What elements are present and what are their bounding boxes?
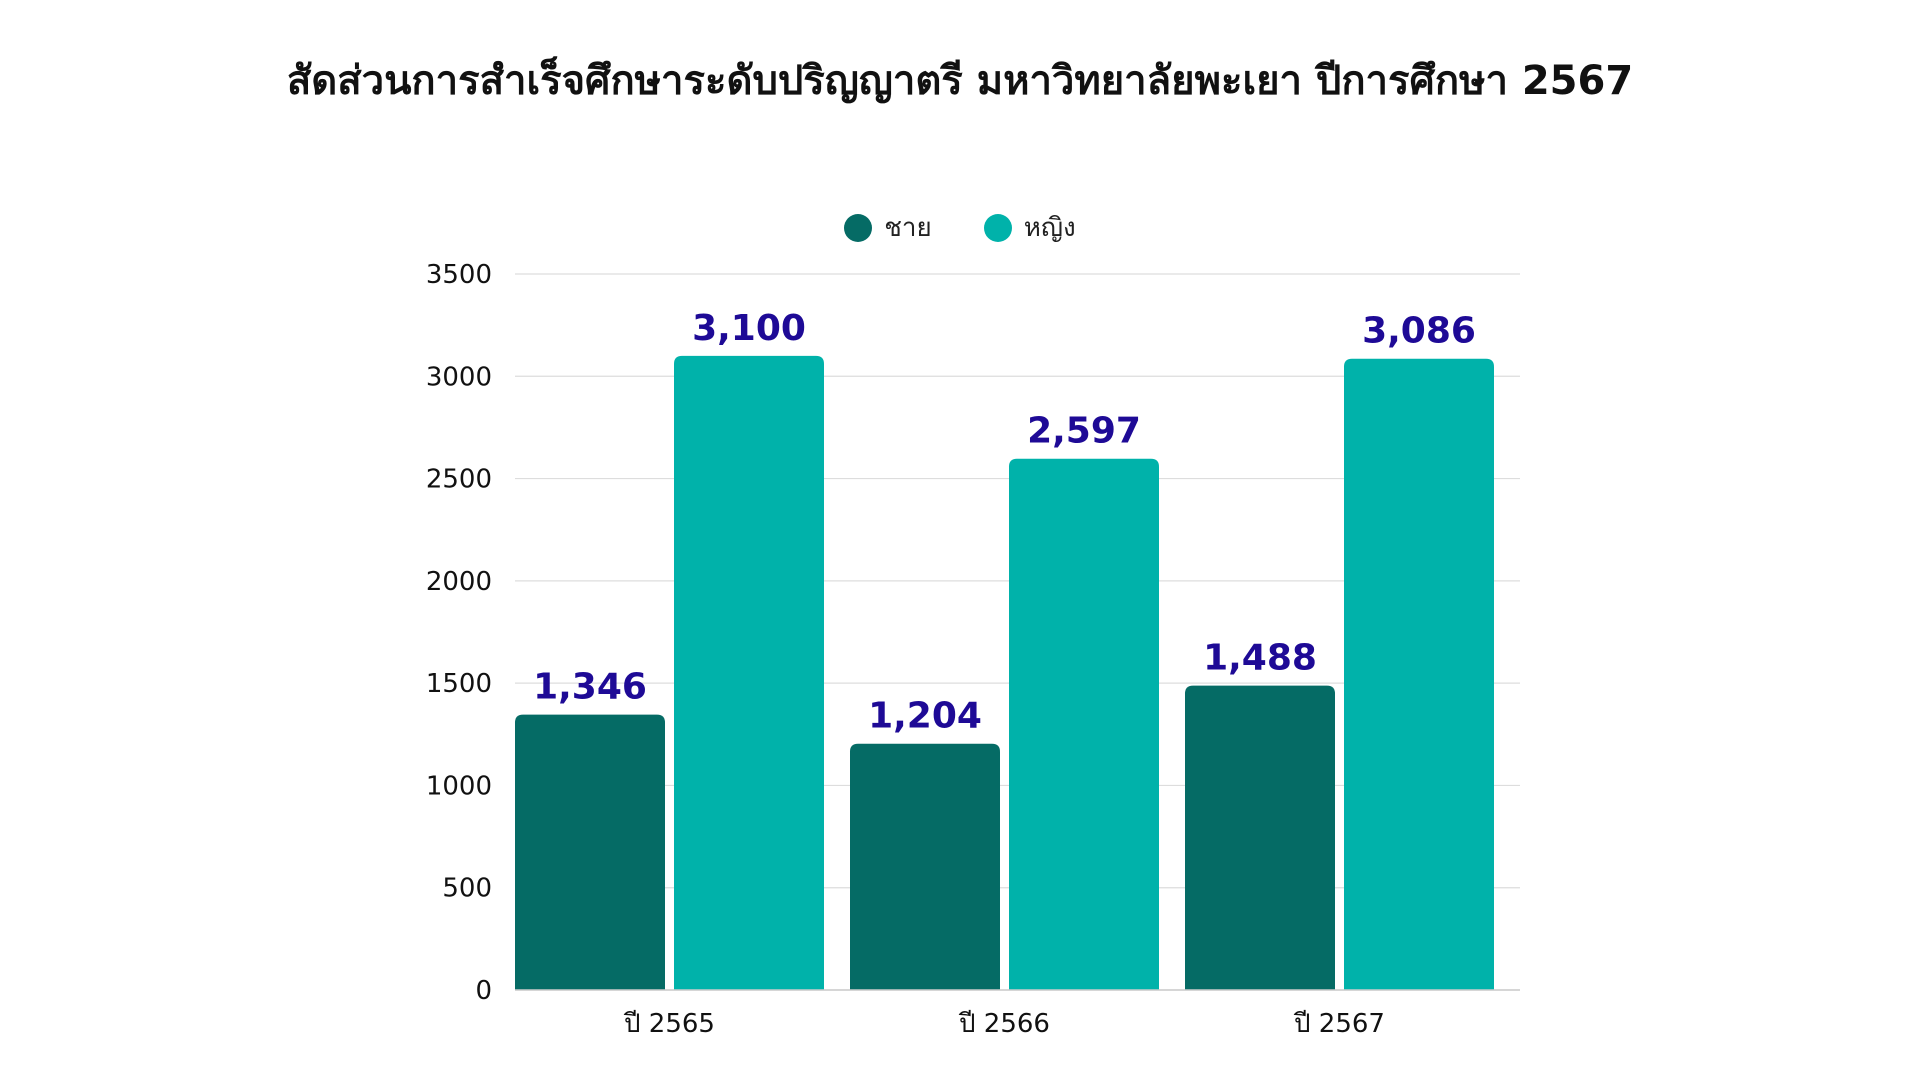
legend-item-male: ชาย [844,207,932,248]
legend-label-male: ชาย [884,213,932,243]
x-tick-label: ปี 2567 [1293,1009,1385,1039]
data-label-male: 1,204 [868,696,982,737]
y-tick-label: 1500 [426,669,492,699]
legend-item-female: หญิง [983,207,1076,248]
data-label-male: 1,488 [1203,638,1317,679]
y-tick-label: 2000 [426,567,492,597]
x-tick-label: ปี 2566 [958,1009,1050,1039]
y-tick-label: 0 [475,976,492,1006]
y-tick-label: 500 [442,874,492,904]
bar-male [1185,685,1335,990]
y-tick-label: 3500 [426,260,492,290]
data-label-male: 1,346 [533,667,647,708]
bar-male [515,714,665,990]
y-tick-label: 1000 [426,771,492,801]
legend-label-female: หญิง [1023,213,1076,243]
data-label-female: 3,086 [1362,311,1476,352]
bar-male [850,743,1000,990]
chart-legend: ชาย หญิง [0,207,1920,248]
bar-female [674,355,824,990]
legend-swatch-female [983,213,1012,242]
chart-title: สัดส่วนการสำเร็จศึกษาระดับปริญญาตรี มหาว… [286,58,1634,104]
legend-swatch-male [844,213,873,242]
bar-female [1344,358,1494,990]
bar-female [1009,458,1159,990]
data-label-female: 3,100 [692,308,806,349]
data-label-female: 2,597 [1027,411,1141,452]
y-tick-label: 2500 [426,465,492,495]
x-tick-label: ปี 2565 [623,1009,715,1039]
y-tick-label: 3000 [426,362,492,392]
